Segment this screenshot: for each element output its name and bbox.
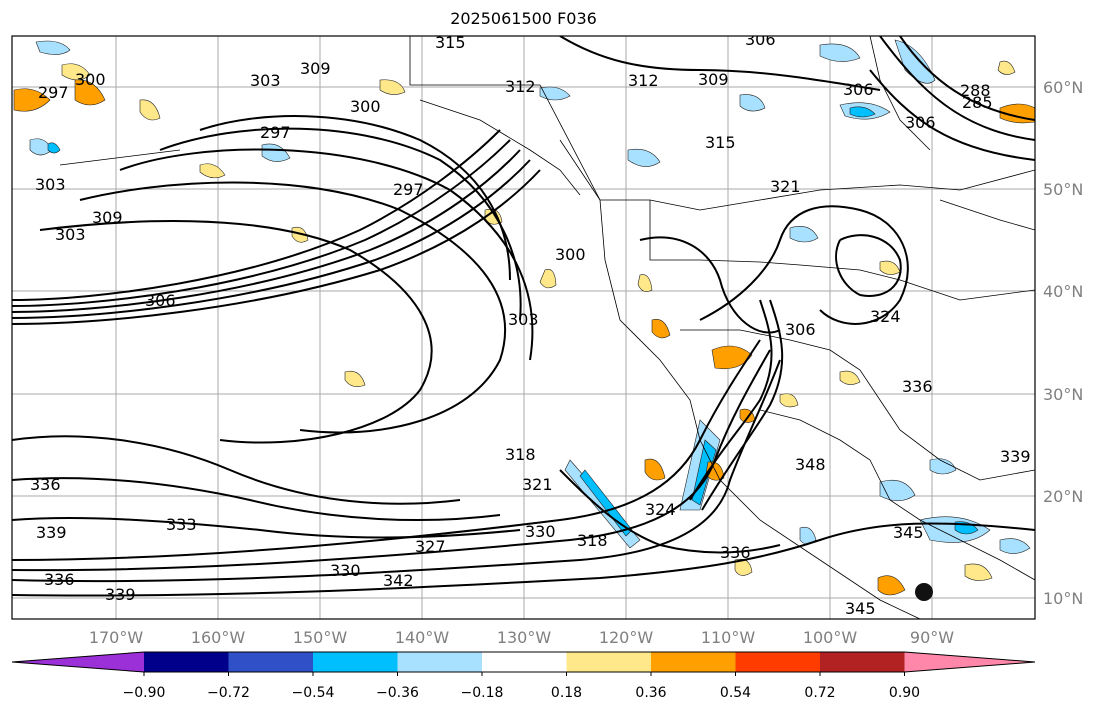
colorbar-segment	[735, 652, 820, 672]
contour-label: 303	[35, 175, 66, 194]
colorbar-segment	[651, 652, 736, 672]
colorbar-tick-label: 0.72	[804, 685, 835, 701]
colorbar-tick-label: 0.18	[551, 685, 582, 701]
contour-label: 339	[105, 585, 136, 604]
contour-label: 330	[525, 522, 556, 541]
contour-label: 336	[902, 377, 933, 396]
map-frame	[11, 35, 1036, 620]
contour-label: 333	[166, 515, 197, 534]
colorbar-tick-label: −0.36	[376, 685, 419, 701]
lon-label-110w: 110°W	[701, 628, 756, 647]
contour-label: 306	[843, 80, 874, 99]
colorbar-tick-label: 0.54	[720, 685, 751, 701]
contour-label: 339	[36, 523, 67, 542]
map-title: 2025061500 F036	[450, 9, 597, 28]
colorbar-tick-label: −0.18	[461, 685, 504, 701]
colorbar-segment	[482, 652, 567, 672]
contour-label: 336	[30, 475, 61, 494]
colorbar-segment	[397, 652, 482, 672]
contour-label: 336	[44, 570, 75, 589]
contour-label: 309	[698, 70, 729, 89]
lon-label-90w: 90°W	[910, 628, 954, 647]
contour-label: 321	[522, 475, 553, 494]
contour-label: 300	[555, 245, 586, 264]
colorbar-segment	[820, 652, 905, 672]
contour-label: 318	[577, 531, 608, 550]
lat-label-40n: 40°N	[1043, 282, 1083, 301]
contour-label: 315	[705, 133, 736, 152]
lon-label-130w: 130°W	[497, 628, 552, 647]
contour-label: 348	[795, 455, 826, 474]
contour-label: 309	[92, 208, 123, 227]
colorbar-segment	[144, 652, 229, 672]
contour-label: 330	[330, 561, 361, 580]
lon-labels: 170°W 160°W 150°W 140°W 130°W 120°W 110°…	[89, 628, 954, 647]
colorbar-extend-high	[904, 652, 1035, 672]
contours	[12, 36, 1035, 597]
lat-label-50n: 50°N	[1043, 180, 1083, 199]
contour-label: 297	[393, 180, 424, 199]
colorbar-segment	[313, 652, 398, 672]
colorbar-extend-low	[12, 652, 144, 672]
contour-label: 312	[628, 71, 659, 90]
lat-label-30n: 30°N	[1043, 385, 1083, 404]
contour-label: 285	[962, 93, 993, 112]
contour-label: 312	[505, 77, 536, 96]
contour-label: 300	[75, 70, 106, 89]
lon-label-150w: 150°W	[293, 628, 348, 647]
contour-label: 315	[435, 33, 466, 52]
contour-label: 309	[300, 59, 331, 78]
lat-label-10n: 10°N	[1043, 589, 1083, 608]
contour-label: 318	[505, 445, 536, 464]
colorbar-tick-label: −0.72	[207, 685, 250, 701]
lon-label-160w: 160°W	[191, 628, 246, 647]
contour-label: 324	[645, 500, 676, 519]
lon-label-100w: 100°W	[803, 628, 858, 647]
contour-label: 306	[785, 320, 816, 339]
lon-label-120w: 120°W	[599, 628, 654, 647]
contour-label: 324	[870, 307, 901, 326]
contour-label: 339	[1000, 447, 1031, 466]
contour-label: 303	[250, 71, 281, 90]
contour-label: 345	[845, 599, 876, 618]
colorbar: −0.90 −0.72 −0.54 −0.36 −0.18 0.18 0.36 …	[11, 651, 1036, 701]
lon-label-170w: 170°W	[89, 628, 144, 647]
contour-label: 336	[720, 543, 751, 562]
contour-label: 327	[415, 537, 446, 556]
contour-label: 306	[745, 30, 776, 49]
lat-labels: 60°N 50°N 40°N 30°N 20°N 10°N	[1043, 78, 1083, 608]
contour-label: 306	[145, 291, 176, 310]
contour-label: 345	[893, 523, 924, 542]
contour-label: 297	[38, 83, 69, 102]
contour-label: 303	[508, 310, 539, 329]
contour-label: 306	[905, 113, 936, 132]
colorbar-segment	[566, 652, 651, 672]
contour-label: 288	[960, 81, 991, 100]
contour-label: 300	[350, 97, 381, 116]
contour-label: 303	[55, 225, 86, 244]
colorbar-tick-label: 0.36	[635, 685, 666, 701]
contour-label: 321	[770, 177, 801, 196]
lat-label-60n: 60°N	[1043, 78, 1083, 97]
storm-marker	[915, 583, 933, 601]
contour-label: 297	[260, 123, 291, 142]
colorbar-segment	[228, 652, 313, 672]
colorbar-tick-label: −0.90	[123, 685, 166, 701]
colorbar-tick-label: −0.54	[292, 685, 335, 701]
coastlines	[59, 36, 1035, 619]
contour-label-group: 300 309 303 300 297 312 312 309 306 285 …	[30, 30, 1031, 618]
lon-label-140w: 140°W	[395, 628, 450, 647]
colorbar-tick-label: 0.90	[889, 685, 920, 701]
contour-label: 342	[383, 571, 414, 590]
shading-positive	[61, 60, 1016, 581]
lat-label-20n: 20°N	[1043, 487, 1083, 506]
